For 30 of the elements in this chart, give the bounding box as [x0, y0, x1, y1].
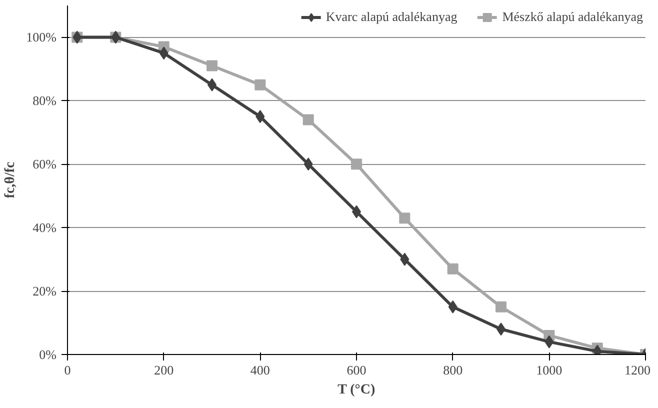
- point: [254, 79, 266, 90]
- x-tick-label: 0: [64, 362, 71, 378]
- y-tick-label: 20%: [32, 284, 57, 299]
- legend-label: Kvarc alapú adalékanyag: [326, 9, 458, 25]
- point: [159, 46, 168, 60]
- y-tick-label: 60%: [32, 156, 57, 172]
- y-tick-label: 0%: [39, 347, 57, 362]
- point: [256, 110, 265, 124]
- x-tick-label: 600: [346, 362, 366, 378]
- point: [302, 114, 314, 126]
- y-tick-label: 40%: [32, 220, 57, 236]
- y-tick-label: 100%: [26, 30, 57, 45]
- y-axis-title: fc,θ/fc: [3, 162, 18, 198]
- x-tick-label: 1200: [624, 362, 650, 378]
- point: [351, 158, 362, 170]
- point: [399, 212, 410, 224]
- point: [400, 252, 410, 266]
- point: [304, 158, 313, 171]
- x-tick-label: 800: [443, 362, 463, 378]
- point: [447, 263, 458, 274]
- legend-label: Mészkő alapú adalékanyag: [502, 9, 643, 25]
- point: [496, 301, 506, 312]
- x-tick-label: 200: [154, 362, 174, 378]
- x-axis-title: T (°C): [338, 382, 376, 398]
- x-tick-label: 1000: [536, 362, 562, 378]
- y-tick-label: 80%: [32, 93, 57, 108]
- point: [448, 300, 458, 314]
- point: [206, 60, 218, 72]
- point: [544, 335, 554, 348]
- x-tick-label: 400: [250, 362, 270, 378]
